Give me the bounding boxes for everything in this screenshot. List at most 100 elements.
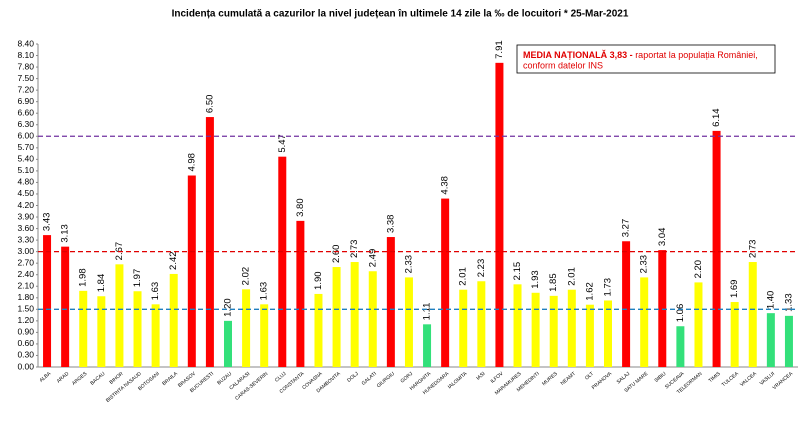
y-tick-label: 5.40 bbox=[17, 154, 34, 164]
value-label: 1.06 bbox=[675, 304, 686, 323]
y-tick-label: 0.00 bbox=[17, 361, 34, 371]
bar bbox=[133, 291, 142, 367]
y-tick-label: 3.00 bbox=[17, 246, 34, 256]
value-label: 2.02 bbox=[241, 267, 252, 286]
bar bbox=[169, 273, 178, 367]
y-tick-label: 2.40 bbox=[17, 269, 34, 279]
value-label: 7.91 bbox=[494, 40, 505, 59]
value-label: 2.23 bbox=[476, 259, 487, 278]
value-label: 1.40 bbox=[765, 291, 776, 310]
y-tick-label: 8.40 bbox=[17, 38, 34, 48]
bar bbox=[386, 237, 395, 367]
y-tick-label: 3.60 bbox=[17, 223, 34, 233]
annotation-text: raportat la populația României, bbox=[633, 50, 758, 60]
y-tick-label: 7.50 bbox=[17, 73, 34, 83]
y-tick-label: 3.30 bbox=[17, 234, 34, 244]
bar bbox=[748, 262, 757, 367]
bar bbox=[79, 290, 88, 367]
y-tick-label: 0.90 bbox=[17, 327, 34, 337]
bar bbox=[658, 250, 667, 367]
bar bbox=[423, 324, 432, 367]
y-tick-label: 0.30 bbox=[17, 350, 34, 360]
x-tick-label: IASI bbox=[475, 371, 486, 382]
value-label: 6.14 bbox=[711, 108, 722, 127]
y-tick-label: 1.20 bbox=[17, 315, 34, 325]
bar bbox=[205, 117, 214, 367]
bar bbox=[314, 293, 323, 367]
annotation: MEDIA NAȚIONALĂ 3,83 - raportat la popul… bbox=[523, 50, 758, 60]
value-label: 2.15 bbox=[512, 262, 523, 281]
value-label: 1.63 bbox=[259, 282, 270, 301]
bar bbox=[97, 296, 106, 367]
bar bbox=[567, 289, 576, 367]
bar bbox=[459, 289, 468, 367]
bar bbox=[766, 313, 775, 367]
value-label: 2.49 bbox=[367, 249, 378, 268]
bar bbox=[151, 304, 160, 367]
value-label: 1.63 bbox=[150, 282, 161, 301]
bar bbox=[784, 315, 793, 367]
value-label: 2.73 bbox=[747, 240, 758, 259]
y-tick-label: 3.90 bbox=[17, 211, 34, 221]
value-label: 1.73 bbox=[603, 278, 614, 297]
value-label: 6.50 bbox=[204, 95, 215, 114]
value-label: 1.97 bbox=[132, 269, 143, 288]
value-label: 1.69 bbox=[729, 280, 740, 299]
value-label: 1.90 bbox=[313, 271, 324, 290]
value-label: 1.20 bbox=[223, 298, 234, 317]
chart-title: Incidența cumulată a cazurilor la nivel … bbox=[172, 9, 629, 20]
bar bbox=[676, 326, 685, 367]
bar bbox=[495, 62, 504, 367]
y-tick-label: 5.10 bbox=[17, 165, 34, 175]
value-label: 4.38 bbox=[440, 176, 451, 195]
value-label: 3.27 bbox=[621, 219, 632, 238]
value-label: 1.84 bbox=[96, 274, 107, 293]
annotation-text: conform datelor INS bbox=[523, 60, 603, 70]
y-tick-label: 4.80 bbox=[17, 177, 34, 187]
bar bbox=[585, 304, 594, 367]
value-label: 2.42 bbox=[168, 251, 179, 270]
bar bbox=[441, 198, 450, 367]
value-label: 2.73 bbox=[349, 240, 360, 259]
bar bbox=[278, 156, 287, 367]
value-label: 3.13 bbox=[60, 224, 71, 243]
bar bbox=[296, 220, 305, 367]
bar bbox=[712, 130, 721, 367]
y-tick-label: 2.70 bbox=[17, 257, 34, 267]
value-label: 2.01 bbox=[566, 267, 577, 286]
value-label: 2.20 bbox=[693, 260, 704, 279]
value-label: 4.98 bbox=[186, 153, 197, 172]
bar bbox=[622, 241, 631, 367]
bar bbox=[260, 304, 269, 367]
value-label: 1.62 bbox=[584, 282, 595, 301]
bar bbox=[513, 284, 522, 367]
value-label: 3.43 bbox=[42, 213, 53, 232]
bar bbox=[368, 271, 377, 367]
bar bbox=[549, 295, 558, 367]
y-tick-label: 4.20 bbox=[17, 200, 34, 210]
value-label: 1.93 bbox=[530, 270, 541, 289]
value-label: 3.38 bbox=[385, 215, 396, 234]
bar bbox=[61, 246, 70, 367]
bar bbox=[332, 267, 341, 367]
bar bbox=[187, 175, 196, 367]
bar bbox=[694, 282, 703, 367]
y-tick-label: 1.50 bbox=[17, 304, 34, 314]
annotation-box bbox=[516, 44, 776, 74]
y-tick-label: 6.90 bbox=[17, 96, 34, 106]
y-tick-label: 6.60 bbox=[17, 107, 34, 117]
y-tick-label: 7.20 bbox=[17, 84, 34, 94]
y-tick-label: 1.80 bbox=[17, 292, 34, 302]
bar bbox=[531, 292, 540, 367]
value-label: 1.33 bbox=[783, 293, 794, 312]
x-tick-label: OLT bbox=[584, 371, 595, 382]
y-tick-label: 2.10 bbox=[17, 281, 34, 291]
value-label: 3.04 bbox=[657, 228, 668, 247]
y-tick-label: 4.50 bbox=[17, 188, 34, 198]
bar bbox=[242, 289, 251, 367]
bar bbox=[115, 264, 124, 367]
bar bbox=[404, 277, 413, 367]
bar bbox=[350, 262, 359, 367]
value-label: 3.80 bbox=[295, 198, 306, 217]
